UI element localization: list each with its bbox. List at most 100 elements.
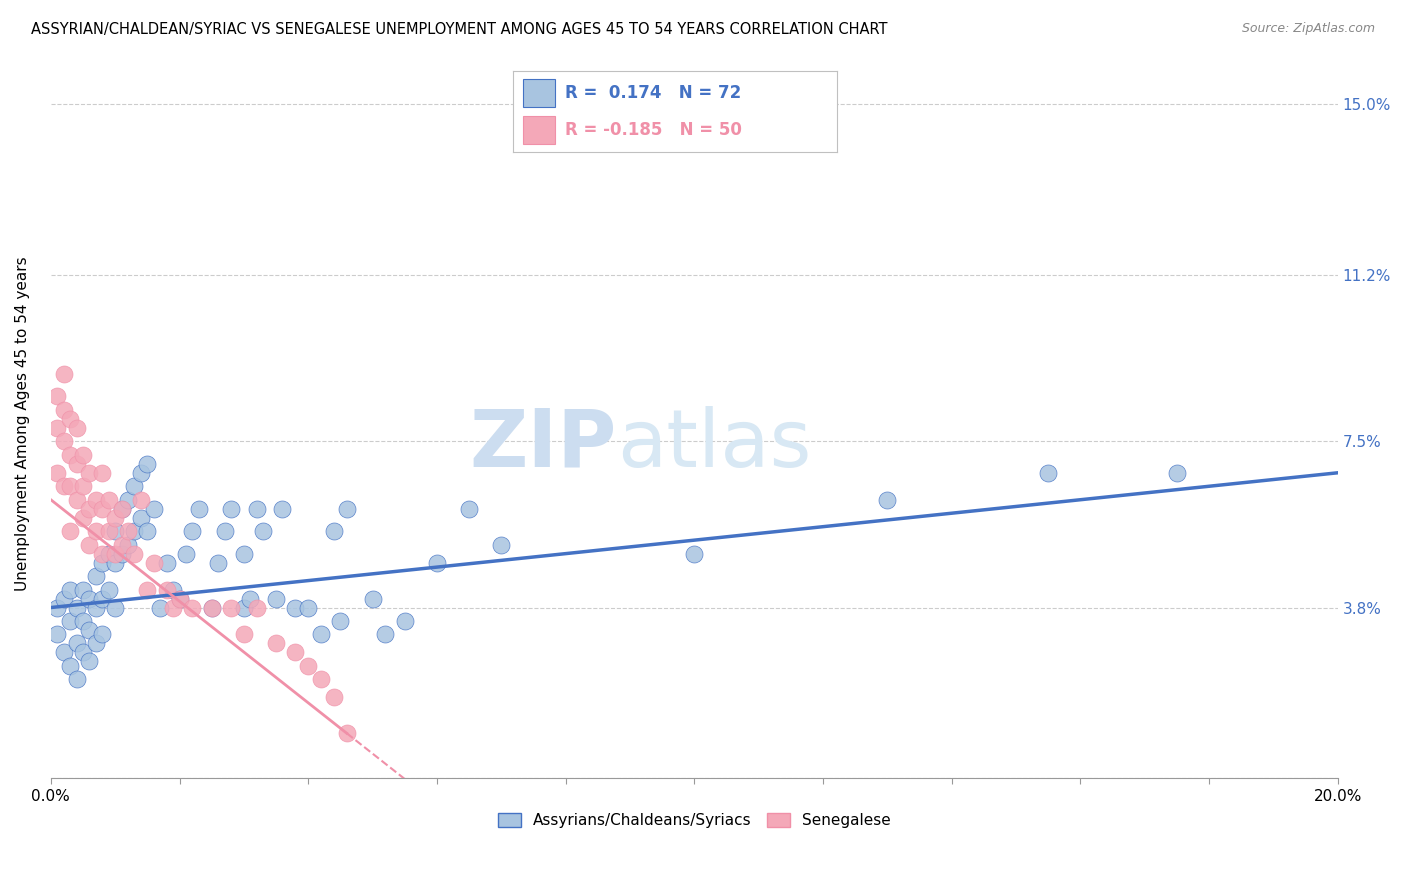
Point (124, 524, 146, 538)
Point (136, 457, 159, 471)
Point (104, 524, 127, 538)
Text: R = -0.185   N = 50: R = -0.185 N = 50 (565, 121, 742, 139)
Point (169, 591, 191, 606)
Point (110, 501, 132, 516)
Point (59, 582, 82, 597)
Point (232, 600, 254, 615)
Point (309, 673, 332, 687)
Point (181, 524, 204, 538)
Text: ASSYRIAN/CHALDEAN/SYRIAC VS SENEGALESE UNEMPLOYMENT AMONG AGES 45 TO 54 YEARS CO: ASSYRIAN/CHALDEAN/SYRIAC VS SENEGALESE U… (31, 22, 887, 37)
Point (52, 479, 75, 493)
Point (79, 466, 101, 480)
Point (187, 501, 209, 516)
Point (97, 492, 120, 507)
Point (124, 479, 146, 493)
Point (72, 448, 94, 462)
Point (46, 627, 69, 641)
Y-axis label: Unemployment Among Ages 45 to 54 years: Unemployment Among Ages 45 to 54 years (15, 256, 30, 591)
Point (104, 556, 127, 570)
Point (136, 582, 159, 597)
Point (52, 367, 75, 381)
Point (297, 600, 319, 615)
Point (84, 492, 107, 507)
Point (129, 510, 152, 524)
Point (252, 524, 274, 538)
Point (72, 510, 94, 524)
Point (129, 466, 152, 480)
Point (124, 547, 146, 561)
Point (264, 591, 287, 606)
Point (142, 501, 165, 516)
Point (246, 501, 269, 516)
Point (59, 614, 82, 628)
Point (201, 600, 224, 615)
Point (117, 524, 139, 538)
Point (72, 645, 94, 659)
Point (97, 582, 120, 597)
Point (104, 547, 127, 561)
Point (297, 659, 319, 673)
Point (232, 627, 254, 641)
Point (117, 538, 139, 552)
Point (65, 673, 87, 687)
Point (91, 466, 114, 480)
Point (329, 614, 352, 628)
Point (174, 547, 197, 561)
Point (59, 524, 82, 538)
Point (104, 600, 127, 615)
Point (232, 547, 254, 561)
Point (491, 538, 513, 552)
Point (52, 434, 75, 449)
Point (46, 600, 69, 615)
Point (79, 655, 101, 669)
FancyBboxPatch shape (523, 116, 555, 144)
Point (683, 547, 706, 561)
Point (1038, 466, 1060, 480)
Text: Source: ZipAtlas.com: Source: ZipAtlas.com (1241, 22, 1375, 36)
Point (65, 457, 87, 471)
Point (110, 547, 132, 561)
Point (91, 556, 114, 570)
Point (79, 538, 101, 552)
Point (284, 600, 307, 615)
Point (129, 492, 152, 507)
Point (72, 614, 94, 628)
Text: atlas: atlas (617, 406, 811, 483)
Point (142, 556, 165, 570)
Point (91, 501, 114, 516)
Point (156, 582, 179, 597)
Point (84, 524, 107, 538)
Point (46, 421, 69, 435)
Point (323, 690, 346, 705)
Point (219, 600, 242, 615)
Point (361, 591, 384, 606)
Point (426, 556, 449, 570)
Point (59, 479, 82, 493)
Point (110, 538, 132, 552)
Point (72, 582, 94, 597)
Point (46, 466, 69, 480)
Point (284, 645, 307, 659)
Point (84, 569, 107, 583)
Point (181, 600, 204, 615)
Point (1166, 466, 1188, 480)
Point (169, 591, 191, 606)
Point (110, 501, 132, 516)
Point (207, 556, 229, 570)
Point (59, 659, 82, 673)
Point (79, 591, 101, 606)
Point (97, 524, 120, 538)
Point (46, 389, 69, 403)
Point (876, 492, 898, 507)
Point (72, 479, 94, 493)
Text: R =  0.174   N = 72: R = 0.174 N = 72 (565, 84, 741, 102)
Point (84, 600, 107, 615)
Point (65, 492, 87, 507)
Point (84, 636, 107, 650)
Point (52, 645, 75, 659)
Point (52, 591, 75, 606)
Point (309, 627, 332, 641)
Point (323, 524, 346, 538)
Point (394, 614, 416, 628)
Point (65, 421, 87, 435)
